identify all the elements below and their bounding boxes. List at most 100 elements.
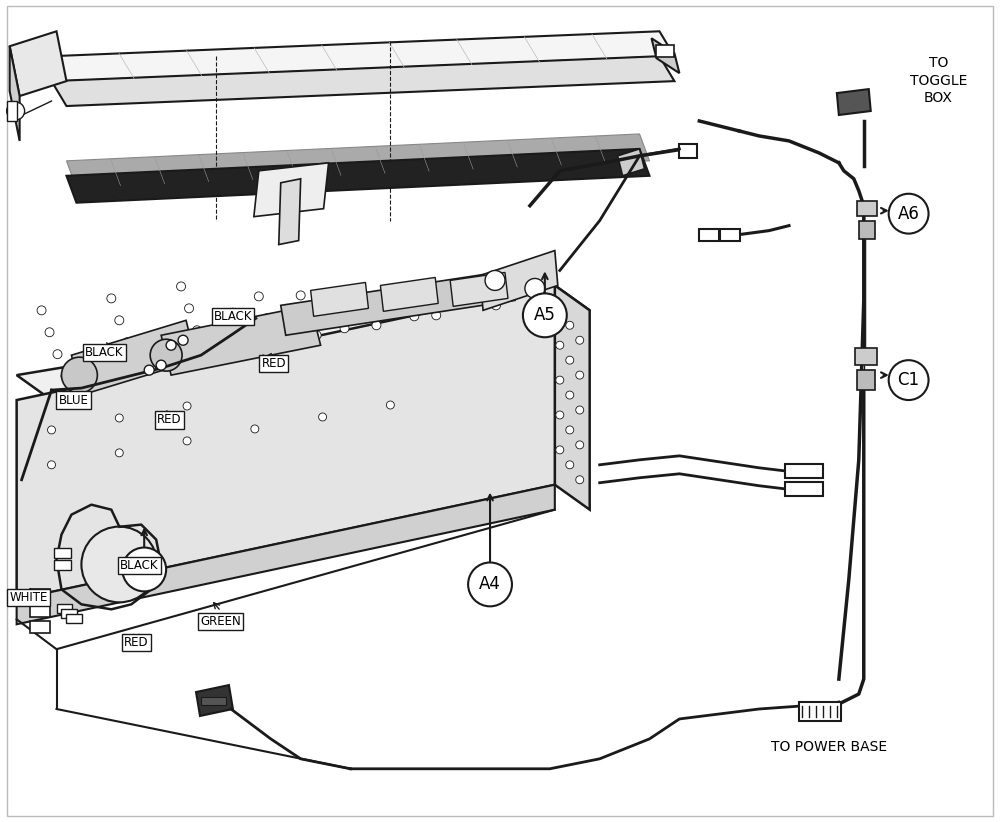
Text: RED: RED xyxy=(157,413,181,427)
Text: A4: A4 xyxy=(479,575,501,593)
Polygon shape xyxy=(855,349,877,365)
Circle shape xyxy=(115,449,123,457)
Circle shape xyxy=(889,194,929,233)
Text: RED: RED xyxy=(261,357,286,370)
Polygon shape xyxy=(380,278,438,312)
Text: BLUE: BLUE xyxy=(59,394,88,407)
Circle shape xyxy=(576,336,584,344)
Text: BLACK: BLACK xyxy=(120,559,158,572)
Text: A5: A5 xyxy=(534,307,556,325)
Circle shape xyxy=(296,291,305,300)
Circle shape xyxy=(251,425,259,433)
Circle shape xyxy=(556,341,564,349)
Text: RED: RED xyxy=(124,635,149,649)
Polygon shape xyxy=(71,321,196,395)
Polygon shape xyxy=(279,179,301,245)
Circle shape xyxy=(131,360,140,368)
Text: TO
TOGGLE
BOX: TO TOGGLE BOX xyxy=(910,56,967,104)
Polygon shape xyxy=(52,56,674,106)
Circle shape xyxy=(372,321,381,330)
Polygon shape xyxy=(17,285,555,599)
Circle shape xyxy=(45,328,54,337)
Circle shape xyxy=(525,279,545,298)
Polygon shape xyxy=(618,149,645,176)
Bar xyxy=(785,464,823,478)
Text: BLACK: BLACK xyxy=(85,346,124,358)
Polygon shape xyxy=(10,46,20,141)
Polygon shape xyxy=(480,251,558,311)
Polygon shape xyxy=(66,149,649,203)
Circle shape xyxy=(566,461,574,469)
Circle shape xyxy=(270,335,279,344)
Polygon shape xyxy=(281,270,515,335)
Bar xyxy=(66,614,82,623)
Circle shape xyxy=(432,311,441,320)
Text: A3: A3 xyxy=(133,561,155,579)
Bar xyxy=(54,561,71,570)
Polygon shape xyxy=(859,220,875,238)
Circle shape xyxy=(122,547,166,591)
Circle shape xyxy=(178,335,188,345)
Circle shape xyxy=(402,290,411,299)
Text: WHITE: WHITE xyxy=(9,591,48,604)
Circle shape xyxy=(48,426,56,434)
Polygon shape xyxy=(799,702,841,721)
Polygon shape xyxy=(66,134,649,187)
Circle shape xyxy=(201,348,209,357)
Circle shape xyxy=(576,372,584,379)
Circle shape xyxy=(37,306,46,315)
Bar xyxy=(30,605,50,617)
Circle shape xyxy=(332,302,341,311)
Circle shape xyxy=(166,340,176,350)
Circle shape xyxy=(312,330,321,339)
Circle shape xyxy=(576,441,584,449)
Circle shape xyxy=(566,356,574,364)
Polygon shape xyxy=(450,272,508,307)
Polygon shape xyxy=(17,285,590,400)
Circle shape xyxy=(340,324,349,333)
Text: A6: A6 xyxy=(898,205,920,223)
Circle shape xyxy=(556,376,564,384)
Circle shape xyxy=(7,102,25,120)
Circle shape xyxy=(183,437,191,445)
Circle shape xyxy=(53,349,62,358)
Circle shape xyxy=(386,401,394,409)
Circle shape xyxy=(115,414,123,422)
Circle shape xyxy=(468,562,512,607)
Circle shape xyxy=(364,301,373,310)
Polygon shape xyxy=(857,201,877,215)
Circle shape xyxy=(107,294,116,302)
Circle shape xyxy=(566,321,574,330)
Polygon shape xyxy=(254,163,329,217)
Circle shape xyxy=(492,301,500,310)
Bar xyxy=(30,589,50,602)
Circle shape xyxy=(156,360,166,370)
Circle shape xyxy=(262,314,271,323)
Text: GREEN: GREEN xyxy=(201,615,241,628)
Circle shape xyxy=(556,446,564,454)
Bar xyxy=(785,482,823,496)
Circle shape xyxy=(319,413,327,421)
Polygon shape xyxy=(10,31,66,96)
Polygon shape xyxy=(161,305,321,375)
Polygon shape xyxy=(857,370,875,390)
Circle shape xyxy=(485,270,505,290)
Circle shape xyxy=(115,316,124,325)
Polygon shape xyxy=(196,685,233,716)
Circle shape xyxy=(304,311,313,320)
Polygon shape xyxy=(837,89,871,115)
Circle shape xyxy=(576,406,584,414)
Circle shape xyxy=(183,402,191,410)
Text: TO POWER BASE: TO POWER BASE xyxy=(771,740,887,754)
Bar xyxy=(57,604,72,613)
Circle shape xyxy=(576,476,584,484)
Circle shape xyxy=(177,282,186,291)
Bar xyxy=(656,45,674,58)
Circle shape xyxy=(556,411,564,419)
Polygon shape xyxy=(17,485,555,624)
Circle shape xyxy=(410,312,419,321)
Circle shape xyxy=(523,293,567,337)
Bar xyxy=(720,229,740,241)
Polygon shape xyxy=(555,285,590,510)
Text: BLACK: BLACK xyxy=(214,310,252,323)
